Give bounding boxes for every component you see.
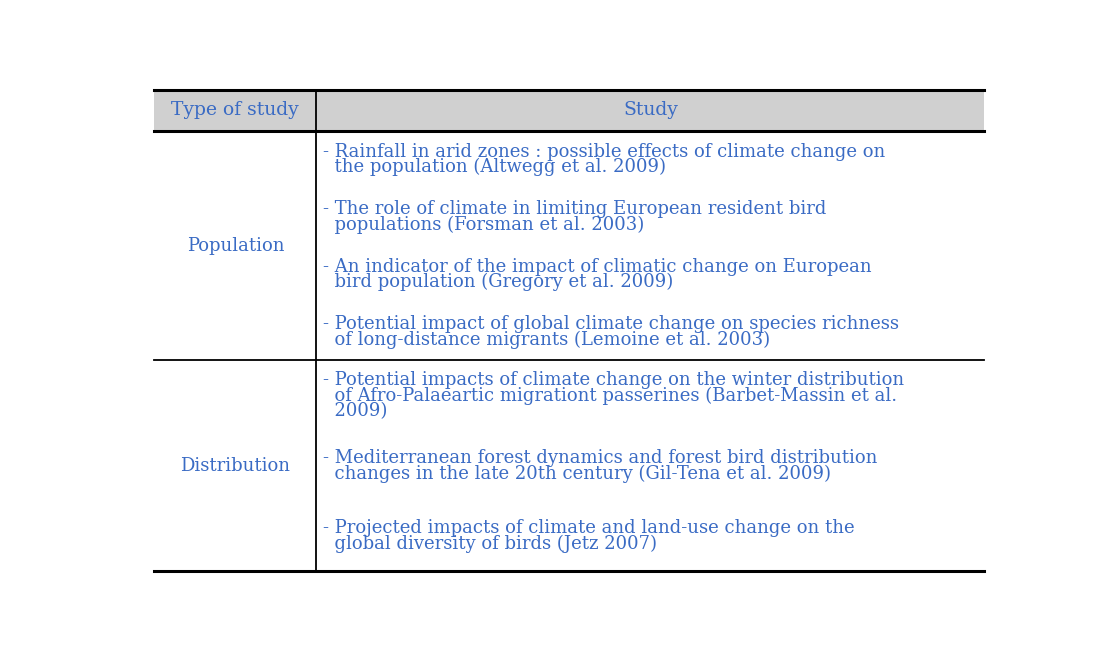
Text: global diversity of birds (Jetz 2007): global diversity of birds (Jetz 2007) (323, 534, 657, 553)
Text: - Mediterranean forest dynamics and forest bird distribution: - Mediterranean forest dynamics and fore… (323, 449, 878, 467)
Text: - Potential impacts of climate change on the winter distribution: - Potential impacts of climate change on… (323, 371, 904, 389)
Text: the population (Altwegg et al. 2009): the population (Altwegg et al. 2009) (323, 158, 667, 177)
Text: Type of study: Type of study (171, 101, 299, 119)
Text: - Potential impact of global climate change on species richness: - Potential impact of global climate cha… (323, 315, 899, 333)
Text: bird population (Gregory et al. 2009): bird population (Gregory et al. 2009) (323, 273, 673, 291)
Text: populations (Forsman et al. 2003): populations (Forsman et al. 2003) (323, 216, 644, 234)
Text: Study: Study (623, 101, 678, 119)
Text: of long-distance migrants (Lemoine et al. 2003): of long-distance migrants (Lemoine et al… (323, 330, 770, 349)
Text: Population: Population (187, 237, 284, 254)
Text: 2009): 2009) (323, 402, 388, 420)
Text: changes in the late 20th century (Gil-Tena et al. 2009): changes in the late 20th century (Gil-Te… (323, 464, 831, 483)
Text: - An indicator of the impact of climatic change on European: - An indicator of the impact of climatic… (323, 258, 872, 275)
Text: - Projected impacts of climate and land-use change on the: - Projected impacts of climate and land-… (323, 519, 854, 537)
Text: - Rainfall in arid zones : possible effects of climate change on: - Rainfall in arid zones : possible effe… (323, 143, 885, 161)
Bar (154, 90, 984, 131)
Text: Distribution: Distribution (180, 456, 290, 475)
Text: - The role of climate in limiting European resident bird: - The role of climate in limiting Europe… (323, 200, 827, 218)
Text: of Afro-Palaeartic migrationt passerines (Barbet-Massin et al.: of Afro-Palaeartic migrationt passerines… (323, 387, 898, 405)
